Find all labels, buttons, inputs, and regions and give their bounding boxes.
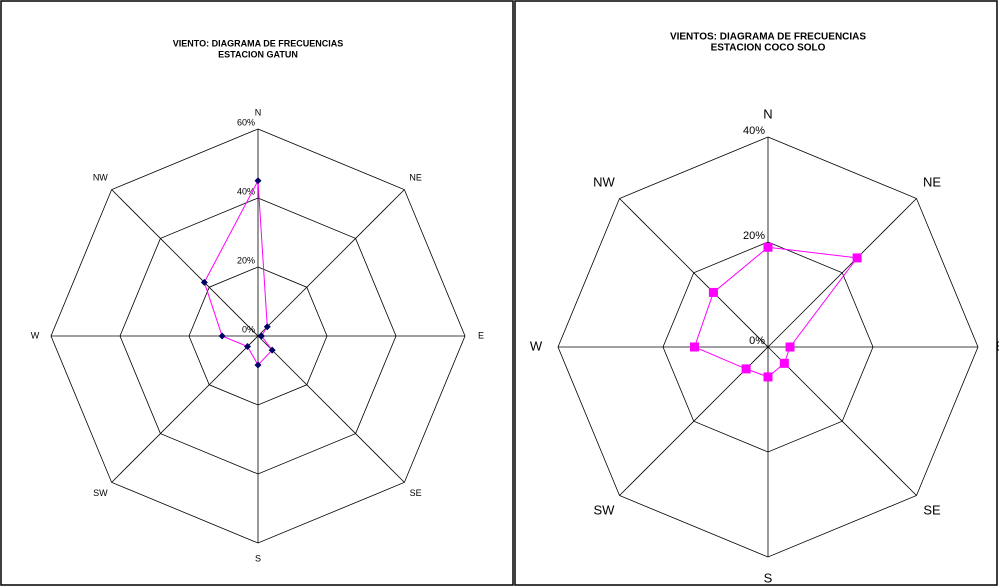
chart-subtitle: ESTACION COCO SOLO [711,43,826,54]
category-label: SE [923,502,941,517]
r-tick-label: 60% [237,117,255,127]
category-label: NE [923,174,941,189]
category-label: S [255,553,261,563]
category-label: SE [410,488,422,498]
chart-title: VIENTO: DIAGRAMA DE FRECUENCIAS [173,38,344,48]
data-point [254,177,262,185]
category-label: NW [593,174,615,189]
panel-frame [0,0,514,586]
category-label: NW [93,173,108,183]
category-label: W [530,338,543,353]
data-point [779,358,789,368]
data-point [785,342,795,352]
panel-frame [514,0,998,586]
data-point [218,332,226,340]
data-point [741,364,751,374]
data-point [708,287,718,297]
r-tick-label: 20% [743,230,765,242]
spoke [111,335,259,483]
r-tick-label: 20% [237,255,255,265]
chart-title: VIENTOS: DIAGRAMA DE FRECUENCIAS [670,32,866,43]
data-point [763,242,773,252]
category-label: SW [93,488,108,498]
data-point [244,342,252,350]
data-point [257,332,265,340]
spoke [767,346,917,496]
category-label: W [31,330,40,340]
category-label: E [996,338,999,353]
data-point [690,342,699,352]
data-point [763,372,773,382]
data-point [254,361,262,369]
data-point [852,253,862,263]
category-label: N [255,107,262,117]
r-tick-label: 0% [749,335,765,347]
data-point [263,323,271,331]
r-tick-label: 40% [743,125,765,137]
spoke [257,189,405,337]
category-label: NE [409,173,422,183]
data-point [268,346,276,354]
category-label: S [764,570,773,585]
series-line [693,246,859,378]
spoke [257,335,405,483]
category-label: N [763,106,772,121]
spoke [111,189,259,337]
category-label: SW [593,502,615,517]
spoke [619,198,769,348]
r-tick-label: 40% [237,186,255,196]
r-tick-label: 0% [242,324,255,334]
chart-subtitle: ESTACION GATUN [218,49,298,59]
category-label: E [478,330,484,340]
data-point [200,278,208,286]
spoke [767,198,917,348]
